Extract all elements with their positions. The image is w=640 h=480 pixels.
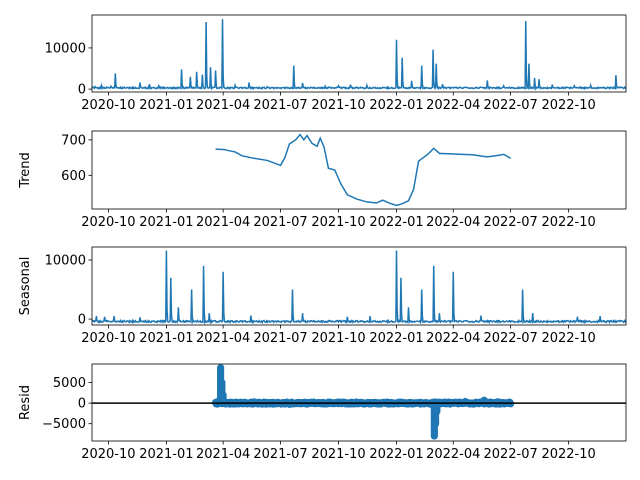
x-tick-label: 2022-01 [369,98,423,113]
resid-panel: −5000 0 5000 2020-10 2021-01 2021-04 2021-07 20… [18,363,627,462]
y-tick-label: 10000 [45,41,86,56]
seasonal-series-line [92,250,626,325]
resid-outlier-point [250,398,258,406]
seasonal-panel: 0 10000 2020-10 2021-01 2021-04 2021-07 2021-1… [18,246,627,346]
x-tick-label: 2020-10 [81,215,135,230]
x-tick-label: 2021-07 [253,331,307,346]
x-tick-label: 2021-01 [139,98,193,113]
x-tick-label: 2022-10 [541,215,595,230]
plot-area [92,364,626,440]
trend-series-line [215,133,511,207]
x-tick-label: 2021-04 [196,447,250,462]
axes-frame [91,246,627,326]
resid-outlier-point [219,391,227,399]
x-tick-label: 2022-01 [369,447,423,462]
x-tick-label: 2022-10 [541,331,595,346]
observed-panel: 0 10000 2020-10 2021-01 2021-04 2021-07 2021-1… [45,14,627,113]
x-tick-label: 2022-10 [541,98,595,113]
y-tick-label: 0 [78,83,86,98]
resid-outlier-point [493,398,501,406]
resid-outlier-point [217,364,225,372]
x-tick-label: 2021-01 [139,447,193,462]
y-axis-label: Resid [18,385,33,420]
x-tick-label: 2021-01 [139,331,193,346]
resid-outlier-point [480,396,488,404]
axes-frame [91,14,627,93]
x-tick-label: 2021-07 [253,447,307,462]
x-tick-label: 2022-10 [541,447,595,462]
plot-area [92,250,626,325]
x-tick-label: 2022-01 [369,215,423,230]
x-tick-label: 2022-07 [483,331,537,346]
y-axis-label: Trend [18,152,33,189]
x-tick-label: 2022-04 [426,331,480,346]
y-tick-label: −5000 [42,417,86,432]
x-tick-label: 2021-07 [253,98,307,113]
x-tick-label: 2020-10 [81,331,135,346]
resid-outlier-point [218,378,226,387]
y-tick-label: 5000 [53,376,86,391]
x-tick-label: 2021-01 [139,215,193,230]
trend-panel: 600 700 2020-10 2021-01 2021-04 2021-07 2021-1… [18,130,627,230]
resid-outlier-point [430,432,438,440]
x-tick-label: 2022-01 [369,331,423,346]
resid-outlier-point [433,407,441,415]
resid-outlier-point [285,400,293,408]
x-tick-label: 2022-04 [426,447,480,462]
x-tick-label: 2021-04 [196,331,250,346]
y-tick-label: 600 [61,169,86,184]
observed-series-line [92,19,626,91]
y-tick-label: 700 [61,133,86,148]
x-tick-label: 2021-10 [311,215,365,230]
y-axis-label: Seasonal [18,257,33,316]
axes-frame [91,363,627,442]
x-tick-label: 2020-10 [81,98,135,113]
x-tick-label: 2022-07 [483,98,537,113]
x-tick-label: 2021-04 [196,215,250,230]
x-tick-label: 2022-04 [426,98,480,113]
resid-outlier-point [231,398,239,406]
x-tick-label: 2021-10 [311,98,365,113]
x-tick-label: 2021-10 [311,447,365,462]
x-tick-label: 2022-07 [483,215,537,230]
x-tick-label: 2021-04 [196,98,250,113]
x-tick-label: 2022-07 [483,447,537,462]
resid-outlier-point [432,420,440,428]
axes-frame [91,130,627,210]
y-tick-label: 0 [78,397,86,412]
y-tick-label: 0 [78,313,86,328]
plot-area [92,19,626,91]
x-tick-label: 2020-10 [81,447,135,462]
resid-outlier-point [461,397,469,406]
plot-area [215,133,511,207]
x-tick-label: 2021-10 [311,331,365,346]
y-tick-label: 10000 [45,254,86,269]
x-tick-label: 2022-04 [426,215,480,230]
x-tick-label: 2021-07 [253,215,307,230]
